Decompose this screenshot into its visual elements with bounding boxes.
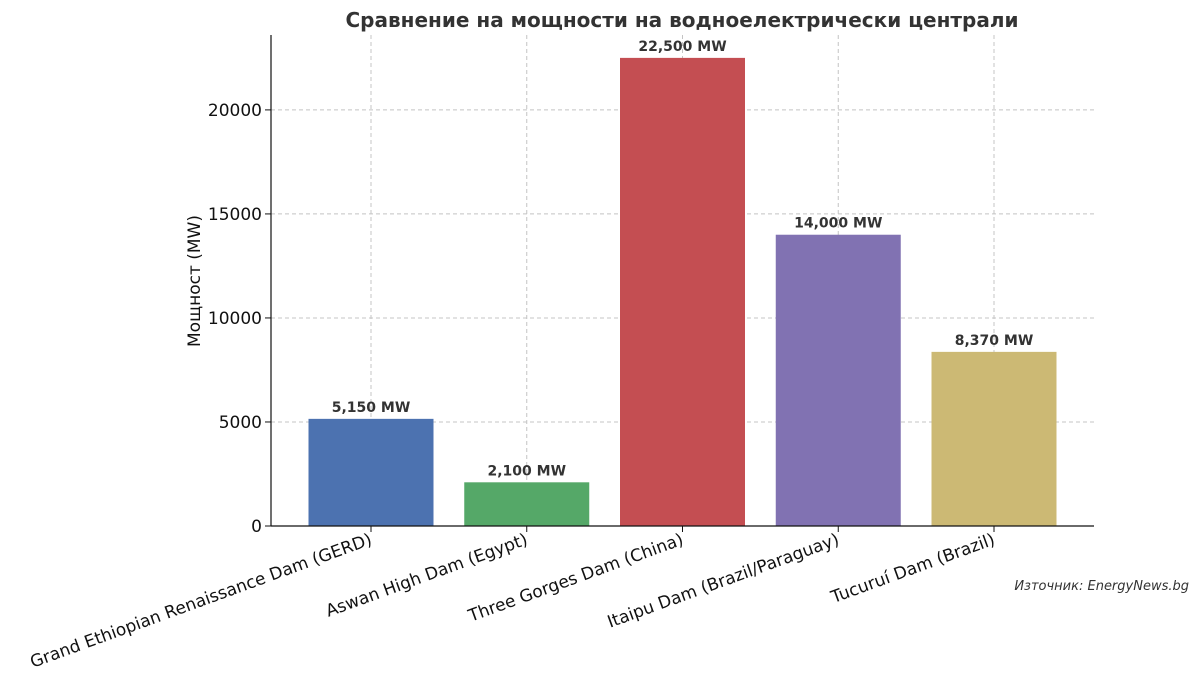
- bar: [931, 351, 1057, 526]
- source-note: Източник: EnergyNews.bg: [1014, 579, 1189, 594]
- bars: [308, 57, 1057, 527]
- y-tick-label: 20000: [208, 101, 262, 121]
- bar: [464, 482, 590, 526]
- y-tick-label: 5000: [219, 413, 262, 433]
- y-tick-label: 0: [251, 517, 262, 537]
- y-tick-label: 15000: [208, 205, 262, 225]
- chart-title: Сравнение на мощности на водноелектричес…: [346, 8, 1019, 32]
- bar-value-label: 2,100 MW: [487, 463, 566, 479]
- x-tick-label: Grand Ethiopian Renaissance Dam (GERD): [28, 530, 375, 673]
- bar-value-label: 14,000 MW: [794, 216, 882, 232]
- bar: [775, 234, 901, 526]
- bar: [308, 418, 434, 526]
- x-tick-labels: Grand Ethiopian Renaissance Dam (GERD)As…: [28, 530, 998, 673]
- bar: [620, 57, 745, 527]
- bar-value-label: 5,150 MW: [332, 400, 411, 416]
- bar-value-label: 22,500 MW: [638, 39, 726, 55]
- y-tick-label: 10000: [208, 309, 262, 329]
- y-ticks: 0 5000 10000 15000 20000: [208, 101, 995, 537]
- data-labels: 5,150 MW 2,100 MW 22,500 MW 14,000 MW 8,370 …: [332, 39, 1034, 479]
- y-axis-label: Мощност (MW): [185, 215, 205, 347]
- bar-value-label: 8,370 MW: [955, 333, 1034, 349]
- x-tick-label: Tucuruí Dam (Brazil): [828, 530, 998, 608]
